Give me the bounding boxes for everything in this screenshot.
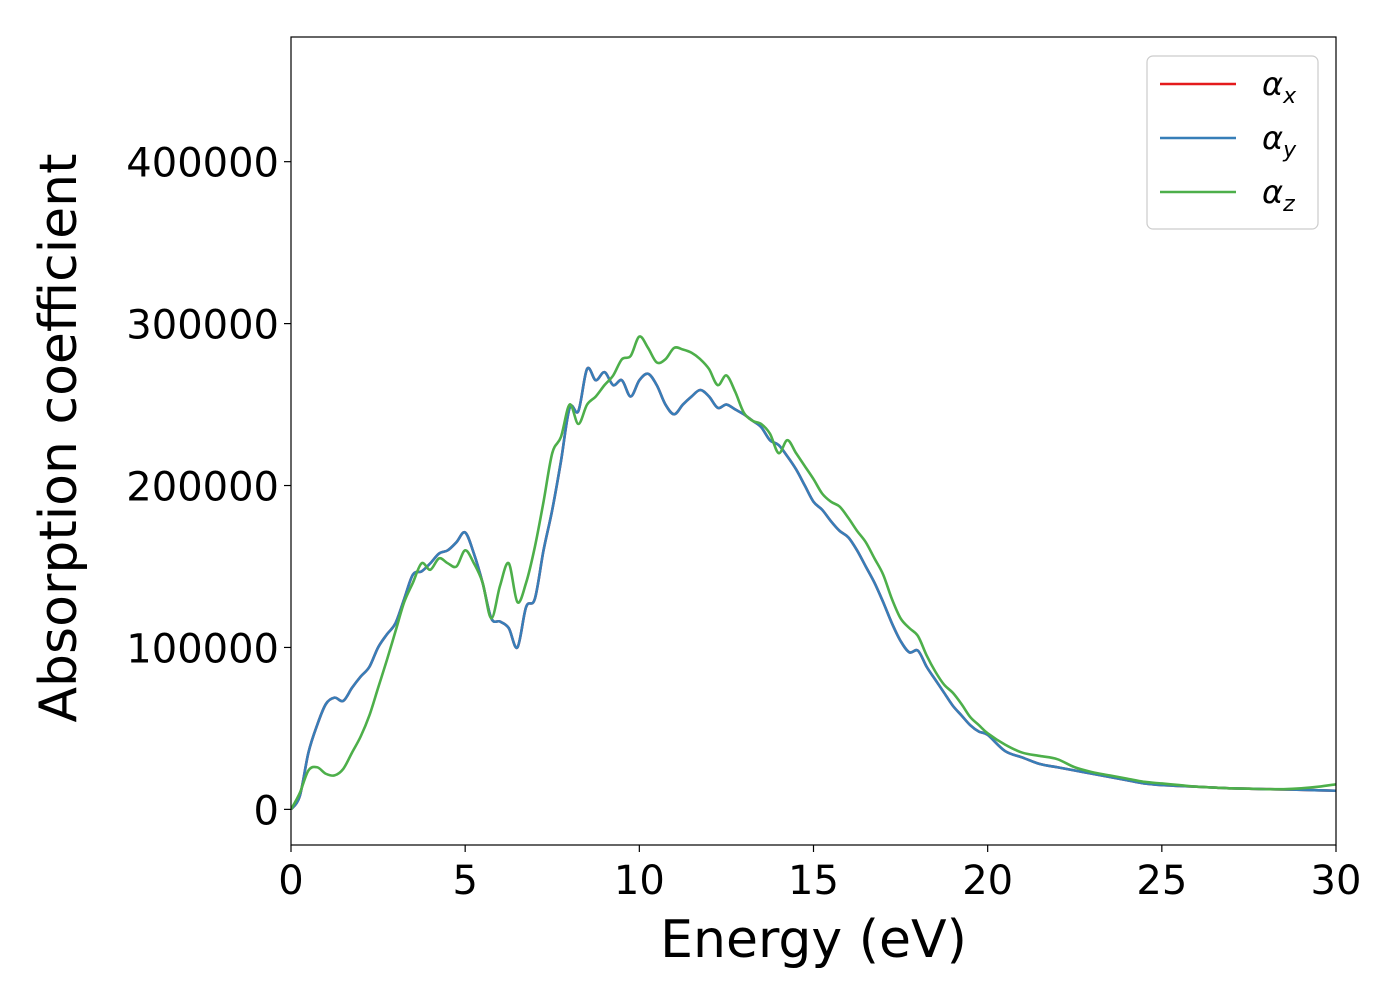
series-line-alpha-z xyxy=(291,335,1336,811)
x-tick-label: 10 xyxy=(614,858,665,904)
y-tick-label: 0 xyxy=(254,788,279,834)
plot-lines xyxy=(291,335,1336,811)
series-line-alpha-y xyxy=(291,366,1336,811)
x-tick-label: 20 xyxy=(962,858,1013,904)
legend-box xyxy=(1146,55,1319,230)
x-axis-ticks: 0 5 10 15 20 25 30 xyxy=(278,845,1361,904)
y-tick-label: 200000 xyxy=(126,465,279,511)
x-tick-label: 25 xyxy=(1136,858,1187,904)
y-axis-title: Absorption coefficient xyxy=(29,153,89,722)
y-axis-ticks: 0 100000 200000 300000 400000 xyxy=(126,141,291,834)
y-tick-label: 300000 xyxy=(126,303,279,349)
x-axis-title: Energy (eV) xyxy=(660,910,967,970)
x-tick-label: 30 xyxy=(1311,858,1362,904)
x-tick-label: 0 xyxy=(278,858,303,904)
y-tick-label: 400000 xyxy=(126,141,279,187)
y-tick-label: 100000 xyxy=(126,626,279,672)
series-line-alpha-x xyxy=(291,366,1336,811)
x-tick-label: 15 xyxy=(788,858,839,904)
x-tick-label: 5 xyxy=(452,858,477,904)
